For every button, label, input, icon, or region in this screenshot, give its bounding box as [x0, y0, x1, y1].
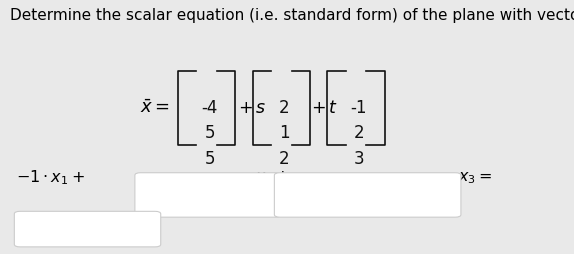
Text: Determine the scalar equation (i.e. standard form) of the plane with vector equa: Determine the scalar equation (i.e. stan… [10, 8, 574, 23]
Text: $\cdot x_3=$: $\cdot x_3=$ [453, 170, 492, 186]
Text: 1: 1 [279, 124, 289, 142]
FancyBboxPatch shape [14, 211, 161, 247]
Text: 2: 2 [279, 150, 289, 168]
Text: $-1\cdot x_1+$: $-1\cdot x_1+$ [16, 168, 85, 187]
Text: $+\,t$: $+\,t$ [311, 99, 338, 117]
Text: -4: -4 [201, 99, 218, 117]
Text: $\bar{x}=$: $\bar{x}=$ [139, 99, 169, 117]
FancyBboxPatch shape [135, 173, 281, 217]
Text: -1: -1 [351, 99, 367, 117]
Text: $+\,s$: $+\,s$ [238, 99, 266, 117]
Text: 2: 2 [354, 124, 364, 142]
Text: 2: 2 [279, 99, 289, 117]
Text: 5: 5 [204, 150, 215, 168]
FancyBboxPatch shape [274, 173, 461, 217]
Text: $\cdot x_2+$: $\cdot x_2+$ [250, 169, 289, 186]
Text: 3: 3 [354, 150, 364, 168]
Text: 5: 5 [204, 124, 215, 142]
